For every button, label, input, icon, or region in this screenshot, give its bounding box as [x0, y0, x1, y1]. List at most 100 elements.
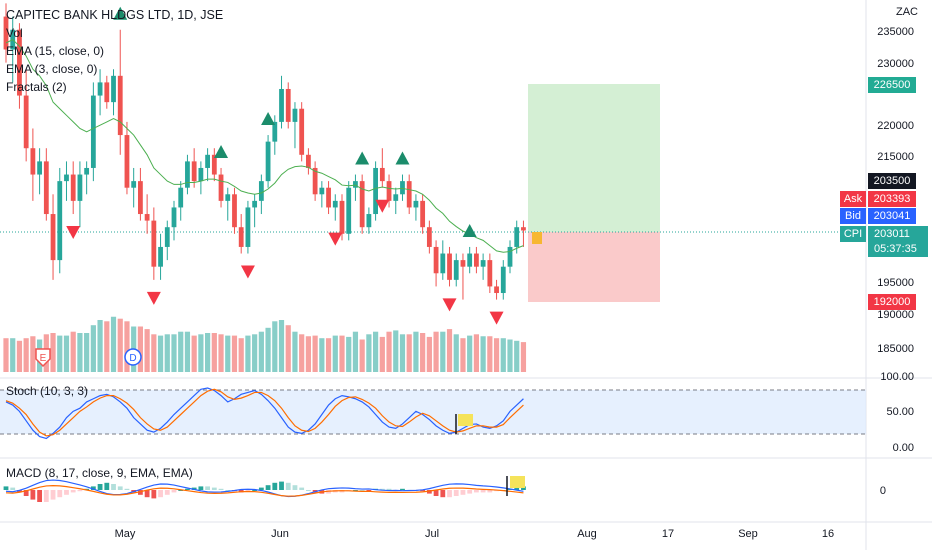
candle-body	[426, 227, 432, 247]
volume-bar	[30, 336, 36, 372]
candle-body	[245, 207, 251, 247]
candle-body	[252, 200, 258, 208]
candle-body	[507, 246, 513, 267]
volume-bar	[157, 335, 164, 372]
candle-body	[198, 167, 204, 182]
volume-bar	[507, 339, 513, 372]
bid-label: Bid	[840, 208, 866, 224]
macd-hist-bar	[198, 486, 204, 490]
fractal-down	[66, 226, 81, 240]
dividend-label: D	[129, 353, 136, 364]
macd-hist-bar	[447, 490, 452, 498]
macd-hist-bar	[70, 490, 76, 493]
macd-hist-bar	[460, 490, 466, 495]
macd-hist-bar	[205, 486, 210, 490]
dividend-marker[interactable]: D	[124, 348, 142, 366]
macd-hist-bar	[43, 490, 49, 502]
stoch-lines	[5, 387, 524, 440]
macd-signal-line	[5, 485, 524, 497]
candle-body	[379, 167, 385, 182]
fractal-down	[489, 311, 504, 325]
macd-hist-bar	[57, 490, 63, 498]
volume-bar	[332, 335, 338, 372]
macd-hist-bar	[366, 490, 372, 492]
volume-bar	[252, 334, 258, 372]
macd-hist-bar	[97, 484, 103, 490]
candle-body	[514, 227, 520, 247]
volume-bar	[191, 335, 197, 372]
volume-bar	[104, 321, 110, 372]
macd-hist-bar	[77, 490, 83, 492]
candle-body	[312, 167, 318, 195]
candle-body	[50, 214, 56, 261]
candle-body	[440, 253, 446, 274]
bid-price-tag: 203041	[868, 208, 916, 224]
volume-bar	[379, 336, 385, 372]
cpi-price-tag: 203011	[868, 226, 928, 242]
macd-hist-bar	[353, 490, 358, 491]
earnings-label: E	[40, 353, 47, 364]
macd-hist-bar	[272, 482, 278, 490]
volume-bar	[520, 342, 527, 372]
candle-body	[151, 220, 157, 267]
volume-bar	[352, 331, 359, 372]
volume-bar	[386, 331, 392, 372]
price-tick: 215000	[877, 151, 914, 163]
volume-bar	[433, 331, 439, 372]
stop-zone	[528, 232, 660, 302]
candle-body	[37, 161, 42, 175]
volume-bar	[420, 333, 426, 372]
volume-bar	[23, 338, 29, 372]
volume-bar	[493, 338, 500, 372]
fractal-down	[375, 199, 390, 213]
volume-bar	[211, 333, 217, 372]
candle-body	[467, 253, 473, 267]
currency-label: ZAC	[896, 6, 918, 18]
macd-hist-bar	[453, 490, 459, 496]
macd-hist-bar	[64, 490, 69, 495]
price-tick: 195000	[877, 277, 914, 289]
candle-body	[487, 260, 493, 287]
macd-hist-bar	[104, 482, 110, 490]
earnings-marker[interactable]: E	[35, 348, 51, 368]
candle-body	[218, 174, 224, 201]
macd-line	[5, 479, 524, 498]
macd-hist-bar	[218, 488, 224, 490]
price-tick: 230000	[877, 58, 914, 70]
macd-hist-bar	[111, 484, 116, 490]
candle-body	[124, 135, 130, 188]
countdown-tag: 05:37:35	[868, 241, 928, 257]
fractal-down	[328, 232, 343, 246]
volume-bar	[184, 331, 191, 372]
fractal-down	[146, 291, 161, 305]
candle-body	[70, 174, 76, 201]
candle-body	[191, 161, 197, 182]
volume-bar	[144, 329, 150, 372]
volume-bar	[359, 339, 365, 372]
volume-bar	[366, 334, 372, 372]
candle-body	[258, 181, 264, 201]
macd-hist-bar	[487, 490, 493, 493]
x-label-16: 16	[821, 528, 835, 540]
candle-body	[494, 286, 499, 294]
candle-body	[373, 167, 378, 215]
candle-body	[292, 108, 298, 122]
volume-bar	[178, 331, 184, 372]
macd-hist-bar	[225, 490, 231, 491]
macd-hist-bar	[138, 490, 143, 495]
macd-hist-bar	[480, 490, 486, 493]
candle-body	[164, 227, 170, 247]
volume-bar	[124, 321, 130, 372]
macd-legend: MACD (8, 17, close, 9, EMA, EMA)	[6, 466, 193, 480]
macd-hist-bar	[285, 482, 291, 490]
candle-body	[90, 95, 96, 168]
volume-bar	[63, 335, 70, 372]
last-price-tag: 203500	[868, 173, 916, 189]
candle-body	[521, 227, 526, 231]
macd-hist-bar	[400, 488, 405, 490]
volume-bar	[325, 338, 332, 372]
candle-body	[400, 181, 405, 195]
volume-bar	[406, 334, 412, 372]
candle-body	[171, 207, 177, 228]
